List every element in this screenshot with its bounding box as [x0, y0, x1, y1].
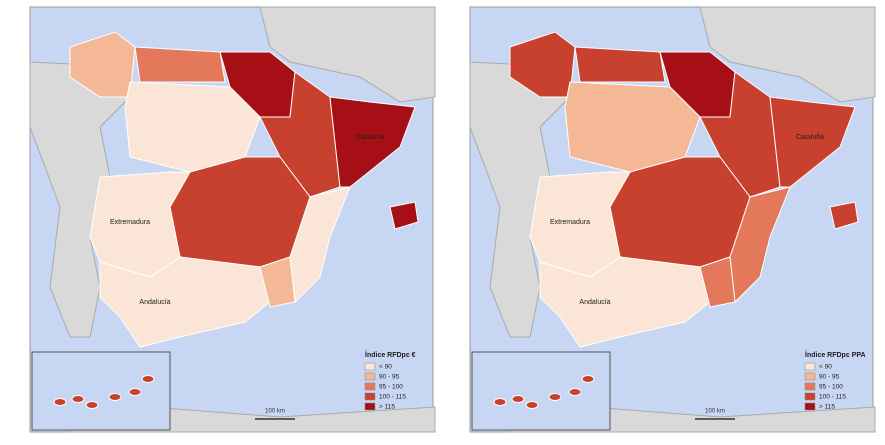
legend-label: 100 - 115	[819, 394, 846, 401]
legend-label: 95 - 100	[819, 384, 843, 391]
region	[829, 201, 859, 230]
region	[169, 156, 311, 268]
legend-swatch	[364, 392, 376, 401]
legend-title: Índice RFDpc €	[365, 350, 416, 359]
legend-label: < 90	[379, 364, 392, 371]
island	[85, 401, 99, 409]
region	[134, 46, 226, 83]
region	[99, 256, 271, 348]
region-label: Andalucía	[579, 299, 610, 306]
island	[493, 398, 507, 406]
region	[329, 96, 416, 188]
island	[53, 398, 67, 406]
inset-frame	[471, 351, 611, 431]
legend-label: 90 - 95	[819, 374, 840, 381]
legend-label: 100 - 115	[379, 394, 406, 401]
legend-swatch	[804, 362, 816, 371]
island	[568, 388, 582, 396]
island	[71, 395, 85, 403]
neighbour-land	[259, 6, 436, 103]
island	[108, 393, 122, 401]
legend-swatch	[364, 372, 376, 381]
legend-swatch	[804, 402, 816, 411]
legend-title: Índice RFDpc PPA	[805, 350, 866, 359]
island	[581, 375, 595, 383]
region	[609, 156, 751, 268]
scale-label: 100 km	[705, 409, 725, 415]
region	[259, 256, 296, 308]
legend-label: > 115	[819, 404, 835, 411]
legend-label: 95 - 100	[379, 384, 403, 391]
legend-swatch	[804, 392, 816, 401]
island	[141, 375, 155, 383]
legend-label: < 90	[819, 364, 832, 371]
legend-label: 90 - 95	[379, 374, 400, 381]
legend-swatch	[364, 402, 376, 411]
region-label: Extremadura	[110, 219, 150, 226]
region	[574, 46, 666, 83]
legend-swatch	[804, 382, 816, 391]
island	[128, 388, 142, 396]
region	[769, 96, 856, 188]
legend-swatch	[804, 372, 816, 381]
region-label: Extremadura	[550, 219, 590, 226]
region-label: Cataluña	[796, 134, 824, 141]
scale-label: 100 km	[265, 409, 285, 415]
legend-swatch	[364, 362, 376, 371]
region	[389, 201, 419, 230]
legend-label: > 115	[379, 404, 395, 411]
legend-swatch	[364, 382, 376, 391]
map-panel: Extremadura Andalucía Cataluña Índice RFDpc…	[469, 6, 876, 433]
island	[511, 395, 525, 403]
region	[539, 256, 711, 348]
map-panel: Extremadura Andalucía Cataluña Índice RFDpc…	[29, 6, 436, 433]
region	[699, 256, 736, 308]
island	[548, 393, 562, 401]
inset-frame	[31, 351, 171, 431]
region-label: Andalucía	[139, 299, 170, 306]
island	[525, 401, 539, 409]
neighbour-land	[699, 6, 876, 103]
region-label: Cataluña	[356, 134, 384, 141]
